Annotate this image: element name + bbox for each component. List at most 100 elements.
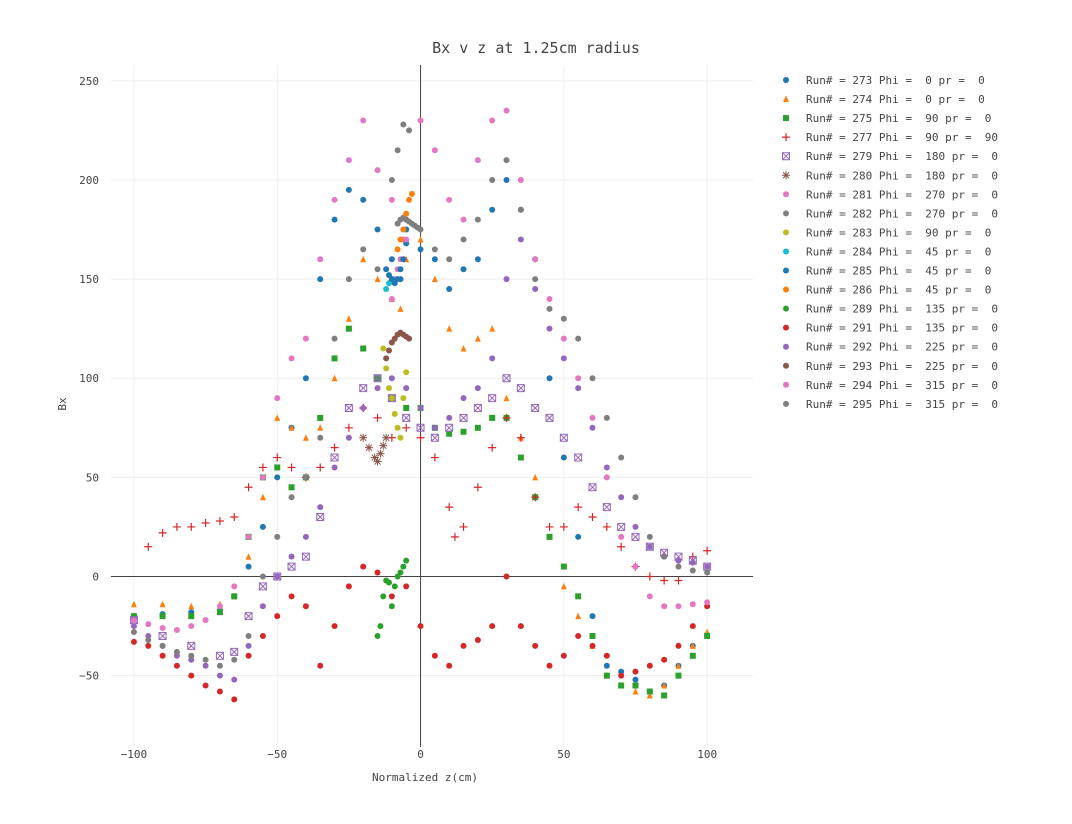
data-point (403, 210, 410, 217)
legend-marker-icon (783, 305, 789, 312)
data-point (416, 423, 425, 432)
data-point (202, 662, 209, 669)
data-point (545, 413, 554, 422)
data-point (488, 394, 497, 403)
data-point (359, 384, 368, 393)
data-point (374, 226, 381, 233)
data-point (259, 573, 266, 580)
data-point (403, 385, 410, 392)
legend-marker-icon (783, 95, 789, 103)
data-point (145, 636, 152, 643)
data-point (331, 216, 338, 223)
data-point (618, 672, 625, 679)
legend-item[interactable]: Run# = 273 Phi = 0 pr = 0 (783, 74, 985, 87)
legend-item[interactable]: Run# = 291 Phi = 135 pr = 0 (783, 322, 998, 335)
data-point (244, 483, 253, 492)
series-8 (380, 345, 410, 441)
legend-item[interactable]: Run# = 292 Phi = 225 pr = 0 (783, 341, 998, 354)
series-7 (394, 214, 421, 231)
legend-label: Run# = 292 Phi = 225 pr = 0 (806, 341, 998, 354)
data-point (400, 226, 407, 233)
data-point (489, 325, 496, 332)
data-point (317, 256, 324, 263)
data-point (675, 603, 682, 610)
data-point (159, 625, 166, 632)
legend-item[interactable]: Run# = 282 Phi = 270 pr = 0 (783, 207, 998, 220)
legend-item[interactable]: Run# = 275 Phi = 90 pr = 0 (783, 112, 991, 125)
data-point (402, 413, 411, 422)
data-point (532, 256, 539, 263)
y-tick-label: 150 (79, 273, 99, 286)
data-point (417, 246, 424, 253)
data-point (158, 631, 167, 640)
data-point (388, 176, 395, 183)
legend-item[interactable]: Run# = 281 Phi = 270 pr = 0 (783, 188, 998, 201)
legend-item[interactable]: Run# = 289 Phi = 135 pr = 0 (783, 303, 998, 316)
legend-item[interactable]: Run# = 274 Phi = 0 pr = 0 (783, 93, 985, 106)
data-point (394, 276, 401, 283)
legend-item[interactable]: Run# = 280 Phi = 180 pr = 0 (782, 169, 998, 182)
data-point (302, 335, 309, 342)
data-point (474, 424, 481, 431)
data-point (675, 563, 682, 570)
data-point (259, 493, 266, 501)
data-point (517, 206, 524, 213)
legend-item[interactable]: Run# = 284 Phi = 45 pr = 0 (783, 245, 991, 258)
legend[interactable]: Run# = 273 Phi = 0 pr = 0 Run# = 274 Phi … (782, 74, 998, 411)
data-point (406, 335, 413, 342)
legend-item[interactable]: Run# = 294 Phi = 315 pr = 0 (783, 379, 998, 392)
data-point (344, 403, 353, 412)
data-point (317, 662, 324, 669)
data-point (360, 563, 367, 570)
data-point (689, 559, 696, 566)
data-point (546, 662, 553, 669)
data-point (388, 395, 395, 402)
legend-item[interactable]: Run# = 286 Phi = 45 pr = 0 (783, 284, 991, 297)
data-point (474, 157, 481, 164)
legend-label: Run# = 293 Phi = 225 pr = 0 (806, 360, 998, 373)
data-point (406, 196, 413, 203)
legend-item[interactable]: Run# = 279 Phi = 180 pr = 0 (782, 150, 999, 163)
data-point (345, 315, 352, 322)
data-point (574, 453, 583, 462)
legend-item[interactable]: Run# = 285 Phi = 45 pr = 0 (783, 265, 991, 278)
data-point (704, 632, 711, 639)
data-point (400, 121, 407, 128)
legend-item[interactable]: Run# = 293 Phi = 225 pr = 0 (783, 360, 998, 373)
data-point (503, 176, 510, 183)
data-point (661, 656, 668, 663)
data-point (360, 404, 367, 411)
data-point (402, 423, 411, 432)
y-tick-label: 100 (79, 372, 99, 385)
legend-item[interactable]: Run# = 295 Phi = 315 pr = 0 (783, 398, 998, 411)
legend-item[interactable]: Run# = 283 Phi = 90 pr = 0 (783, 226, 991, 239)
data-point (617, 542, 626, 551)
data-point (632, 687, 639, 695)
data-point (661, 692, 668, 699)
data-point (159, 613, 166, 620)
data-point (446, 256, 453, 263)
legend-label: Run# = 295 Phi = 315 pr = 0 (806, 398, 998, 411)
data-point (489, 117, 496, 124)
data-point (503, 276, 510, 283)
data-point (382, 433, 391, 442)
data-point (460, 236, 467, 243)
data-point (661, 553, 668, 560)
data-point (360, 117, 367, 124)
data-point (502, 374, 511, 383)
data-point (632, 563, 639, 570)
data-point (602, 503, 611, 512)
data-point (258, 582, 267, 591)
data-point (675, 557, 682, 564)
data-point (259, 523, 266, 530)
data-point (575, 335, 582, 342)
data-point (288, 553, 295, 560)
data-point (259, 474, 266, 481)
legend-marker-icon (782, 171, 790, 180)
data-point (689, 623, 696, 630)
legend-item[interactable]: Run# = 277 Phi = 90 pr = 90 (782, 131, 998, 144)
data-point (330, 443, 339, 452)
data-point (403, 369, 410, 376)
data-point (704, 599, 711, 606)
